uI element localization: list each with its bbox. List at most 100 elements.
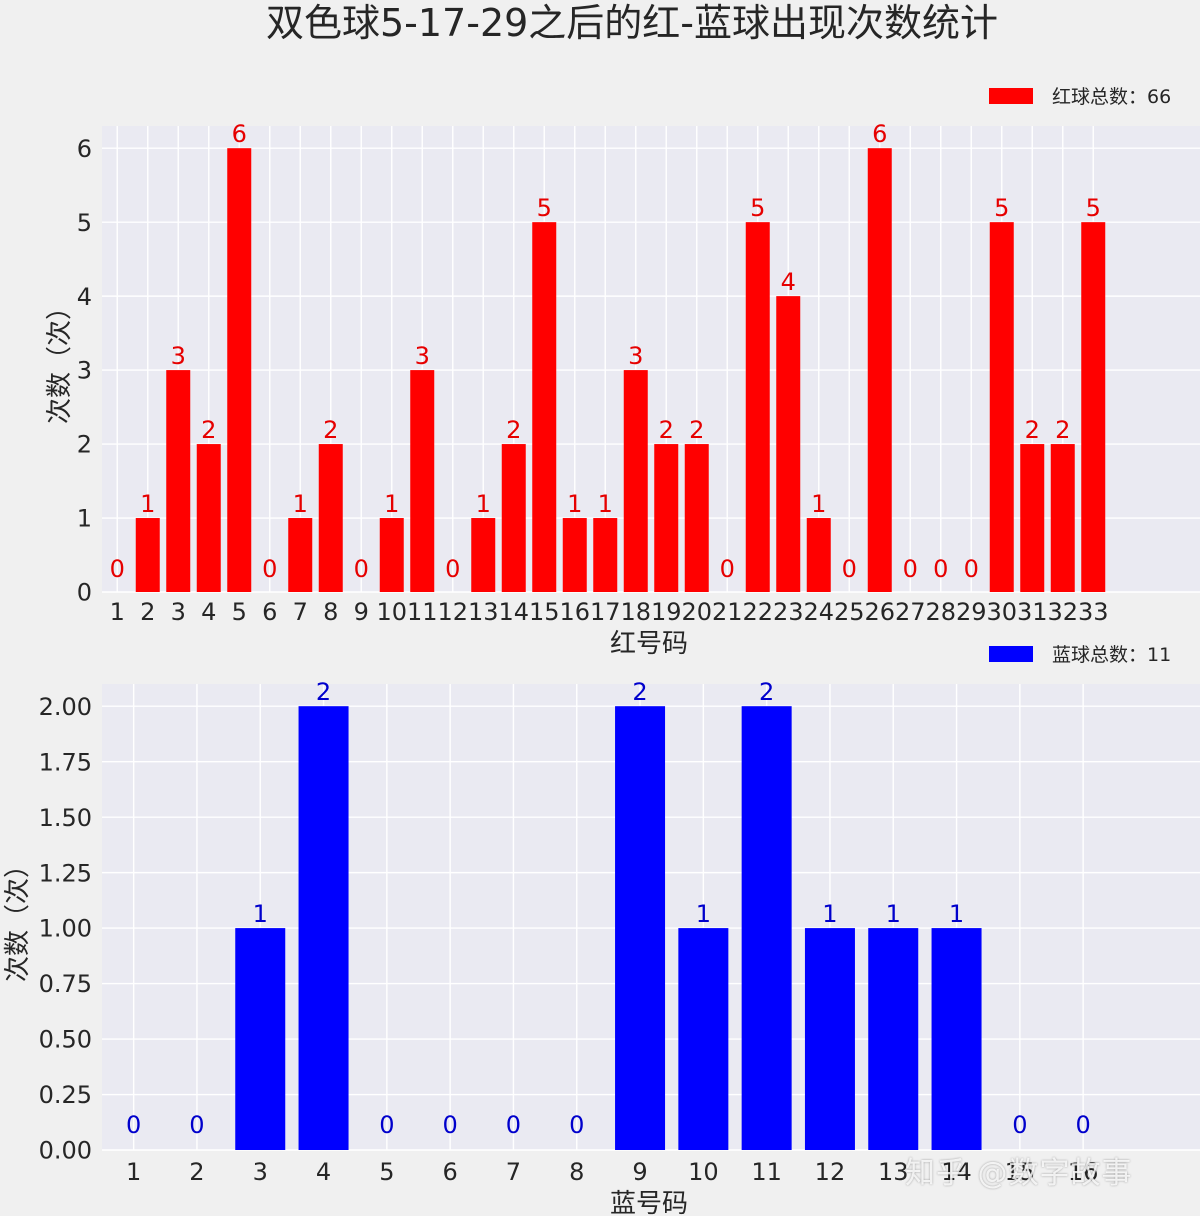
red-panel: 0123456011233246506172809110311012113214… [45, 86, 1200, 659]
blue-x-tick-label: 11 [751, 1158, 782, 1186]
red-legend-swatch [989, 88, 1033, 104]
red-x-tick-label: 27 [895, 598, 926, 626]
red-value-label: 1 [598, 490, 613, 518]
red-bar [623, 370, 648, 592]
blue-legend-label: 蓝球总数：11 [1052, 644, 1171, 666]
red-value-label: 5 [750, 194, 765, 222]
red-x-tick-label: 5 [232, 598, 247, 626]
red-value-label: 6 [232, 120, 247, 148]
blue-value-label: 0 [189, 1111, 204, 1139]
blue-value-label: 0 [1012, 1111, 1027, 1139]
red-value-label: 4 [781, 268, 796, 296]
blue-bar [741, 706, 792, 1150]
red-value-label: 1 [811, 490, 826, 518]
red-bar [318, 444, 343, 592]
red-value-label: 3 [628, 342, 643, 370]
red-bar [166, 370, 191, 592]
red-x-tick-label: 28 [925, 598, 956, 626]
blue-x-tick-label: 8 [569, 1158, 584, 1186]
blue-bar [804, 928, 855, 1150]
red-x-tick-label: 33 [1078, 598, 1109, 626]
red-value-label: 0 [720, 555, 735, 583]
red-y-axis-label: 次数（次） [45, 294, 75, 424]
red-value-label: 2 [659, 416, 674, 444]
blue-x-tick-label: 9 [632, 1158, 647, 1186]
blue-x-tick-label: 7 [506, 1158, 521, 1186]
blue-bar [931, 928, 982, 1150]
blue-x-tick-label: 14 [941, 1158, 972, 1186]
red-x-tick-label: 14 [498, 598, 529, 626]
red-y-tick-label: 3 [77, 357, 92, 385]
red-bar [562, 518, 587, 592]
red-value-label: 0 [110, 555, 125, 583]
blue-panel: 0.000.250.500.751.001.251.501.752.000102… [3, 644, 1200, 1216]
blue-value-label: 0 [379, 1111, 394, 1139]
red-x-tick-label: 21 [712, 598, 743, 626]
blue-x-tick-label: 5 [379, 1158, 394, 1186]
blue-x-tick-label: 2 [189, 1158, 204, 1186]
red-x-tick-label: 13 [468, 598, 499, 626]
blue-value-label: 2 [316, 678, 331, 706]
blue-value-label: 1 [696, 900, 711, 928]
red-y-tick-label: 1 [77, 505, 92, 533]
chart-title: 双色球5-17-29之后的红-蓝球出现次数统计 [266, 1, 998, 45]
chart-panels: 0123456011233246506172809110311012113214… [3, 86, 1200, 1216]
blue-y-tick-label: 0.25 [39, 1081, 92, 1109]
red-x-tick-label: 8 [323, 598, 338, 626]
red-bar [684, 444, 709, 592]
blue-x-tick-label: 15 [1005, 1158, 1036, 1186]
red-bar [501, 444, 526, 592]
red-value-label: 0 [903, 555, 918, 583]
blue-y-tick-label: 2.00 [39, 693, 92, 721]
blue-x-tick-label: 10 [688, 1158, 719, 1186]
blue-value-label: 1 [886, 900, 901, 928]
red-bar [410, 370, 435, 592]
red-x-tick-label: 29 [956, 598, 987, 626]
red-x-tick-label: 2 [140, 598, 155, 626]
red-x-tick-label: 9 [354, 598, 369, 626]
red-value-label: 2 [506, 416, 521, 444]
red-x-tick-label: 1 [110, 598, 125, 626]
blue-value-label: 2 [759, 678, 774, 706]
red-y-tick-label: 0 [77, 579, 92, 607]
blue-y-tick-label: 1.50 [39, 804, 92, 832]
red-value-label: 0 [842, 555, 857, 583]
red-bar [196, 444, 221, 592]
red-bar [867, 148, 892, 592]
blue-value-label: 0 [506, 1111, 521, 1139]
red-x-tick-label: 20 [681, 598, 712, 626]
blue-x-tick-label: 6 [443, 1158, 458, 1186]
red-bar [776, 296, 801, 592]
blue-bar [678, 928, 729, 1150]
red-value-label: 5 [994, 194, 1009, 222]
red-value-label: 1 [384, 490, 399, 518]
blue-value-label: 0 [1076, 1111, 1091, 1139]
red-x-tick-label: 25 [834, 598, 865, 626]
red-value-label: 5 [1086, 194, 1101, 222]
red-bar [745, 222, 770, 592]
red-bar [135, 518, 160, 592]
red-plot-area [102, 126, 1200, 592]
blue-bar [615, 706, 666, 1150]
red-value-label: 2 [323, 416, 338, 444]
red-x-tick-label: 23 [773, 598, 804, 626]
red-x-tick-label: 24 [803, 598, 834, 626]
blue-value-label: 2 [632, 678, 647, 706]
red-x-tick-label: 7 [293, 598, 308, 626]
red-y-tick-label: 6 [77, 135, 92, 163]
red-x-tick-label: 4 [201, 598, 216, 626]
blue-x-tick-label: 1 [126, 1158, 141, 1186]
red-value-label: 1 [140, 490, 155, 518]
red-x-tick-label: 12 [437, 598, 468, 626]
red-x-tick-label: 15 [529, 598, 560, 626]
red-legend-label: 红球总数：66 [1052, 86, 1171, 108]
blue-value-label: 0 [569, 1111, 584, 1139]
red-y-tick-label: 4 [77, 283, 92, 311]
blue-x-tick-label: 12 [815, 1158, 846, 1186]
red-bar [1020, 444, 1045, 592]
red-x-tick-label: 30 [986, 598, 1017, 626]
red-value-label: 2 [689, 416, 704, 444]
blue-y-tick-label: 1.25 [39, 859, 92, 887]
